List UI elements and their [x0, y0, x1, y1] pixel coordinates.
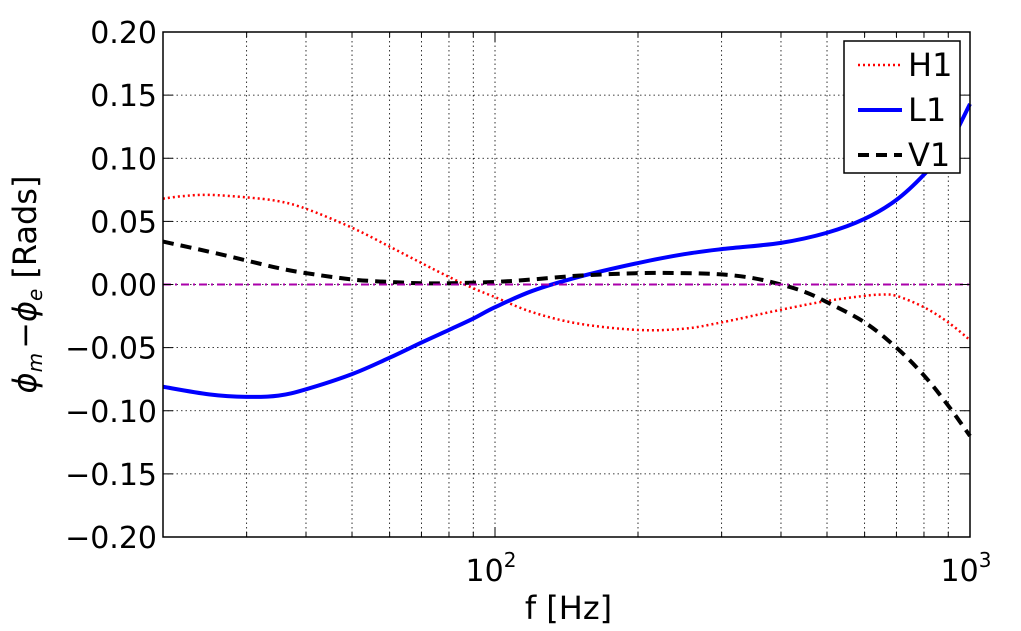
legend-label-v1: V1 [908, 136, 950, 174]
y-tick-label: 0.10 [90, 142, 157, 177]
ticks [162, 31, 970, 538]
x-axis-label: f [Hz] [525, 589, 612, 627]
y-tick-label: −0.20 [65, 521, 157, 556]
x-tick-label: 102 [466, 548, 517, 589]
series-line-v1 [162, 239, 972, 438]
series-line-l1 [162, 103, 972, 399]
x-tick-label: 103 [941, 548, 992, 589]
y-axis-label: ϕm−ϕe[Rads] [6, 176, 47, 394]
y-tick-label: 0.00 [90, 269, 157, 304]
y-tick-label: −0.05 [65, 332, 157, 367]
ylabel-phi2: ϕ [6, 301, 44, 322]
ylabel-sub1: m [23, 353, 47, 372]
legend: H1 L1 V1 [843, 40, 961, 174]
ylabel-sub2: e [23, 289, 47, 301]
svg-text:ϕm−ϕe[Rads]: ϕm−ϕe[Rads] [6, 176, 47, 394]
y-tick-label: −0.10 [65, 395, 157, 430]
ylabel-unit: [Rads] [6, 176, 44, 279]
ylabel-phi1: ϕ [6, 372, 44, 393]
y-tick-label: −0.15 [65, 458, 157, 493]
y-tick-label: 0.05 [90, 205, 157, 240]
y-tick-label: 0.15 [90, 79, 157, 114]
ylabel-minus: − [6, 322, 44, 349]
series-layer [162, 103, 972, 438]
tick-labels: 0.20 0.15 0.10 0.05 0.00 −0.05 −0.10 −0.15 −0.20… [65, 16, 991, 589]
y-tick-label: 0.20 [90, 16, 157, 51]
legend-label-l1: L1 [908, 91, 946, 129]
legend-box [843, 40, 961, 174]
series-line-h1 [162, 193, 971, 342]
legend-label-h1: H1 [908, 46, 952, 84]
